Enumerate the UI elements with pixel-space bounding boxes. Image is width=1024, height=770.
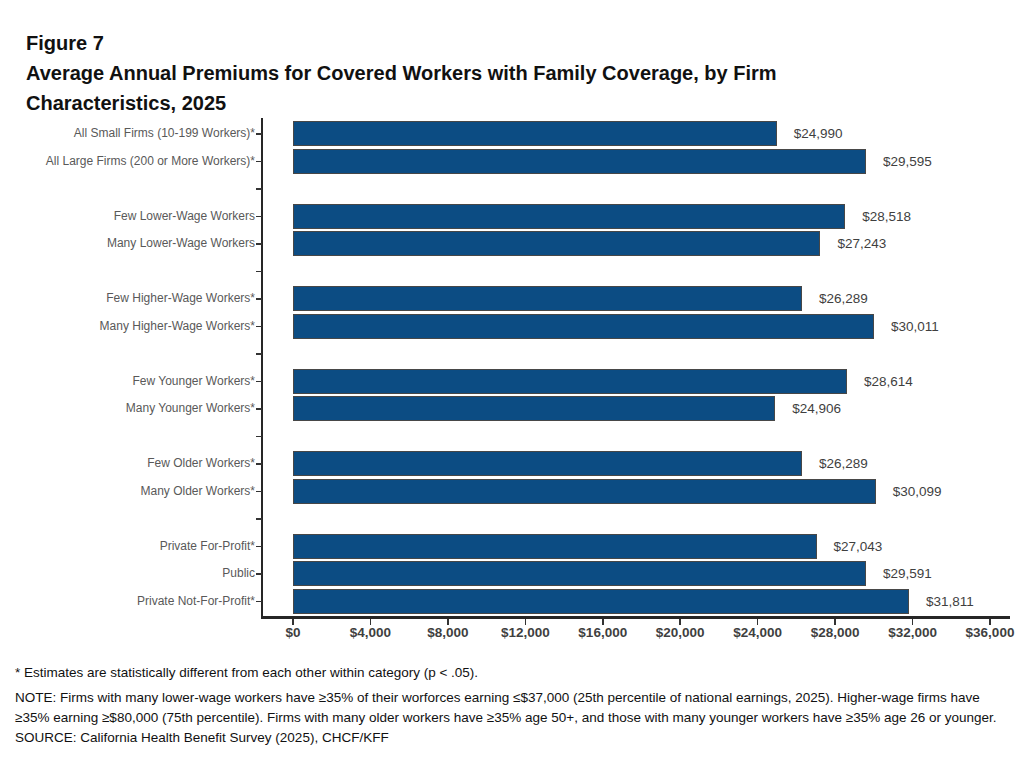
category-label: Many Higher-Wage Workers* <box>0 319 255 334</box>
bar <box>293 589 909 614</box>
y-axis-tick <box>256 298 262 300</box>
bar-value-label: $26,289 <box>819 290 868 307</box>
bar-value-label: $24,990 <box>794 125 843 142</box>
category-label: Few Younger Workers* <box>0 374 255 389</box>
bar-value-label: $24,906 <box>792 400 841 417</box>
x-axis-tick-label: $36,000 <box>945 625 1024 640</box>
bar-value-label: $31,811 <box>926 593 974 610</box>
bar-value-label: $29,591 <box>883 565 932 582</box>
x-axis-line <box>261 616 1010 619</box>
bar <box>293 396 775 421</box>
category-label: All Small Firms (10-199 Workers)* <box>0 126 255 141</box>
bar-value-label: $27,043 <box>834 538 883 555</box>
y-axis-tick <box>256 271 262 273</box>
category-label: Few Lower-Wage Workers <box>0 209 255 224</box>
footnotes: * Estimates are statistically different … <box>15 663 1017 748</box>
x-axis-tick <box>292 619 294 625</box>
category-label: Public <box>0 566 255 581</box>
x-axis-tick <box>525 619 527 625</box>
y-axis-tick <box>256 188 262 190</box>
category-label: All Large Firms (200 or More Workers)* <box>0 154 255 169</box>
x-axis-tick <box>602 619 604 625</box>
bar <box>293 561 866 586</box>
category-label: Few Older Workers* <box>0 456 255 471</box>
bar-value-label: $26,289 <box>819 455 868 472</box>
bar <box>293 479 876 504</box>
x-axis-tick <box>834 619 836 625</box>
y-axis-tick <box>256 491 262 493</box>
bar-value-label: $27,243 <box>837 235 886 252</box>
y-axis-tick <box>256 518 262 520</box>
bar-value-label: $28,518 <box>862 208 911 225</box>
y-axis-tick <box>256 463 262 465</box>
category-label: Few Higher-Wage Workers* <box>0 291 255 306</box>
category-label: Private For-Profit* <box>0 539 255 554</box>
bar <box>293 149 866 174</box>
x-axis-tick <box>912 619 914 625</box>
category-label: Many Lower-Wage Workers <box>0 236 255 251</box>
footnote-note: NOTE: Firms with many lower-wage workers… <box>15 688 1017 728</box>
x-axis-tick <box>679 619 681 625</box>
bar-value-label: $30,099 <box>893 483 942 500</box>
figure-page: Figure 7 Average Annual Premiums for Cov… <box>0 0 1024 770</box>
bar <box>293 369 847 394</box>
bar-value-label: $29,595 <box>883 153 932 170</box>
category-label: Many Younger Workers* <box>0 401 255 416</box>
y-axis-tick <box>256 326 262 328</box>
bar <box>293 286 802 311</box>
x-axis-tick <box>989 619 991 625</box>
bar-value-label: $28,614 <box>864 373 913 390</box>
bar <box>293 534 817 559</box>
y-axis-tick <box>256 161 262 163</box>
y-axis-tick <box>256 381 262 383</box>
y-axis-tick <box>256 573 262 575</box>
y-axis-tick <box>256 601 262 603</box>
y-axis-tick <box>256 133 262 135</box>
footnote-source: SOURCE: California Health Benefit Survey… <box>15 728 1017 748</box>
y-axis-tick <box>256 243 262 245</box>
bar <box>293 204 845 229</box>
bar-value-label: $30,011 <box>891 318 939 335</box>
y-axis-tick <box>256 353 262 355</box>
x-axis-tick <box>757 619 759 625</box>
footnote-significance: * Estimates are statistically different … <box>15 663 1017 683</box>
bar <box>293 451 802 476</box>
category-label: Many Older Workers* <box>0 484 255 499</box>
bar <box>293 231 820 256</box>
x-axis-tick <box>370 619 372 625</box>
y-axis-tick <box>256 216 262 218</box>
y-axis-tick <box>256 546 262 548</box>
y-axis-line <box>261 118 263 618</box>
x-axis-tick <box>447 619 449 625</box>
y-axis-tick <box>256 436 262 438</box>
category-label: Private Not-For-Profit* <box>0 594 255 609</box>
bar-chart: All Small Firms (10-199 Workers)* $24,990… <box>0 0 1024 770</box>
bar <box>293 121 777 146</box>
y-axis-tick <box>256 408 262 410</box>
bar <box>293 314 874 339</box>
